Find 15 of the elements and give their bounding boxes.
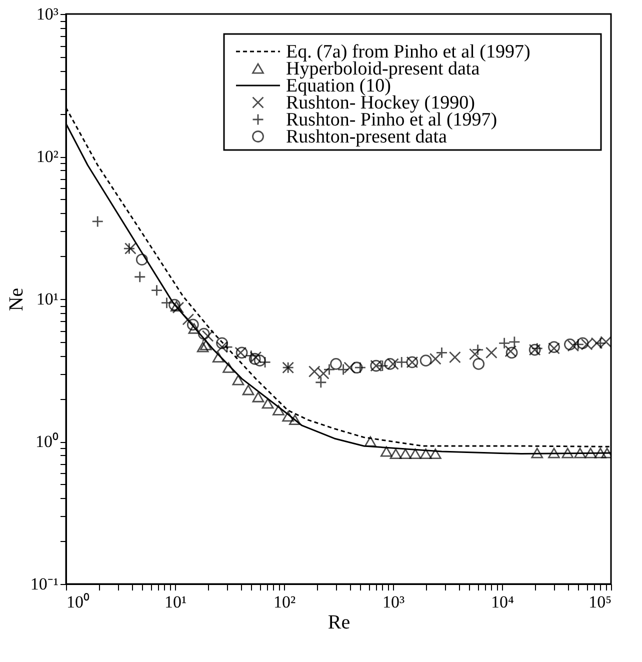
y-axis-title: Ne <box>5 288 28 312</box>
y-tick-label: 10² <box>36 147 58 166</box>
x-axis-title: Re <box>328 612 350 634</box>
legend-label: Rushton-present data <box>286 126 448 148</box>
x-tick-label: 10⁴ <box>491 592 514 612</box>
y-tick-label: 10³ <box>36 4 58 24</box>
y-tick-label: 10⁰ <box>36 432 58 451</box>
x-tick-label: 10⁵ <box>588 592 612 612</box>
x-tick-label: 10³ <box>382 592 405 612</box>
x-tick-label: 10¹ <box>164 592 187 612</box>
y-tick-label: 10⁻¹ <box>30 574 58 594</box>
y-tick-label: 10¹ <box>36 290 58 308</box>
x-tick-label: 10⁰ <box>66 592 90 612</box>
x-tick-label: 10² <box>273 592 296 612</box>
legend-label: Eq. (7a) from Pinho et al (1997) <box>286 42 530 62</box>
